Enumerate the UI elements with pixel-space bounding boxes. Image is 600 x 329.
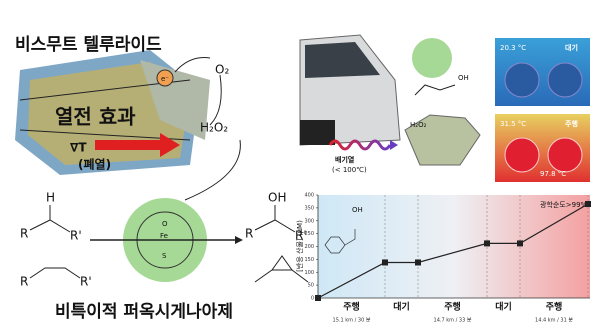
arrow: [174, 57, 211, 73]
phase-detail: 14.4 km / 31 분: [535, 318, 573, 324]
enzyme: [412, 38, 452, 78]
alkene: [29, 267, 81, 279]
y-tick-label: 250: [304, 231, 314, 237]
point: [382, 259, 388, 266]
phase-label: 주행: [546, 301, 563, 313]
epoxide: [254, 255, 309, 283]
oh: OH: [458, 74, 469, 82]
phase-label: 대기: [393, 301, 410, 313]
gradient: ∇T: [70, 141, 87, 155]
effect: 열전 효과: [55, 105, 136, 129]
r: R: [245, 227, 253, 241]
arrowhead: [235, 236, 243, 244]
atom: S: [162, 252, 167, 260]
iron: Fe: [160, 232, 168, 240]
atom: O: [162, 220, 168, 228]
y-tick-label: 350: [304, 205, 314, 211]
r: R: [20, 227, 28, 241]
thermal-spot: [504, 137, 540, 173]
car: [299, 34, 401, 146]
peroxide: H₂O₂: [410, 121, 427, 129]
r: R': [80, 275, 92, 289]
crystal: [15, 50, 210, 175]
line: [317, 203, 589, 299]
state: 대기: [565, 43, 578, 52]
point: [484, 240, 490, 247]
temp: 31.5 °C: [500, 120, 526, 128]
exhaust-heat: 배기열: [335, 155, 354, 164]
temp: 20.3 °C: [500, 44, 526, 52]
phase-label: 대기: [495, 301, 512, 313]
product: [254, 205, 296, 233]
arrowhead: [390, 140, 398, 150]
device: [404, 114, 481, 166]
title: 비스무트 텔루라이드: [15, 35, 162, 55]
arrow: [209, 74, 222, 126]
thermal-spot: [547, 137, 583, 173]
phase-detail: 15.1 km / 30 분: [333, 318, 371, 324]
y-tick-label: 150: [304, 257, 314, 263]
annotation: 광학순도>99%: [540, 200, 588, 209]
phase-detail: 14.7 km / 33 분: [434, 318, 472, 324]
thermal-spot: [547, 62, 583, 98]
y-tick-label: 50: [308, 283, 314, 289]
r: R: [20, 275, 28, 289]
point: [585, 201, 591, 208]
temp: 97.8 °C: [540, 170, 566, 178]
oh: OH: [268, 191, 286, 205]
arrow: [414, 84, 456, 96]
point: [517, 240, 523, 247]
peroxide: H₂O₂: [200, 121, 228, 135]
phase-label: 주행: [343, 301, 360, 313]
r: R': [295, 229, 307, 243]
y-axis-label: [반응 산물] (μM): [295, 220, 304, 272]
electron: e⁻: [161, 75, 169, 83]
substrate: [29, 205, 71, 233]
point: [315, 295, 321, 301]
point: [415, 259, 421, 266]
molecule-label: OH: [352, 206, 363, 214]
y-tick-label: 100: [304, 270, 314, 276]
h: H: [46, 191, 55, 205]
arrow: [184, 139, 241, 201]
r: R': [70, 229, 82, 243]
state: 주행: [565, 119, 578, 128]
y-tick-label: 0: [311, 296, 314, 302]
y-tick-label: 400: [304, 193, 314, 199]
waste-heat: (폐열): [78, 157, 111, 172]
enzyme-name: 비특이적 퍼옥시게나아제: [55, 302, 233, 322]
heat-wave: [328, 139, 392, 151]
oxygen: O₂: [215, 63, 229, 77]
plot-background: [318, 195, 590, 298]
phase-label: 주행: [444, 301, 461, 313]
molecule: [324, 229, 356, 254]
y-tick-label: 300: [304, 218, 314, 224]
y-tick-label: 200: [304, 244, 314, 250]
temp-limit: (< 100℃): [332, 166, 367, 174]
thermal-spot: [504, 62, 540, 98]
